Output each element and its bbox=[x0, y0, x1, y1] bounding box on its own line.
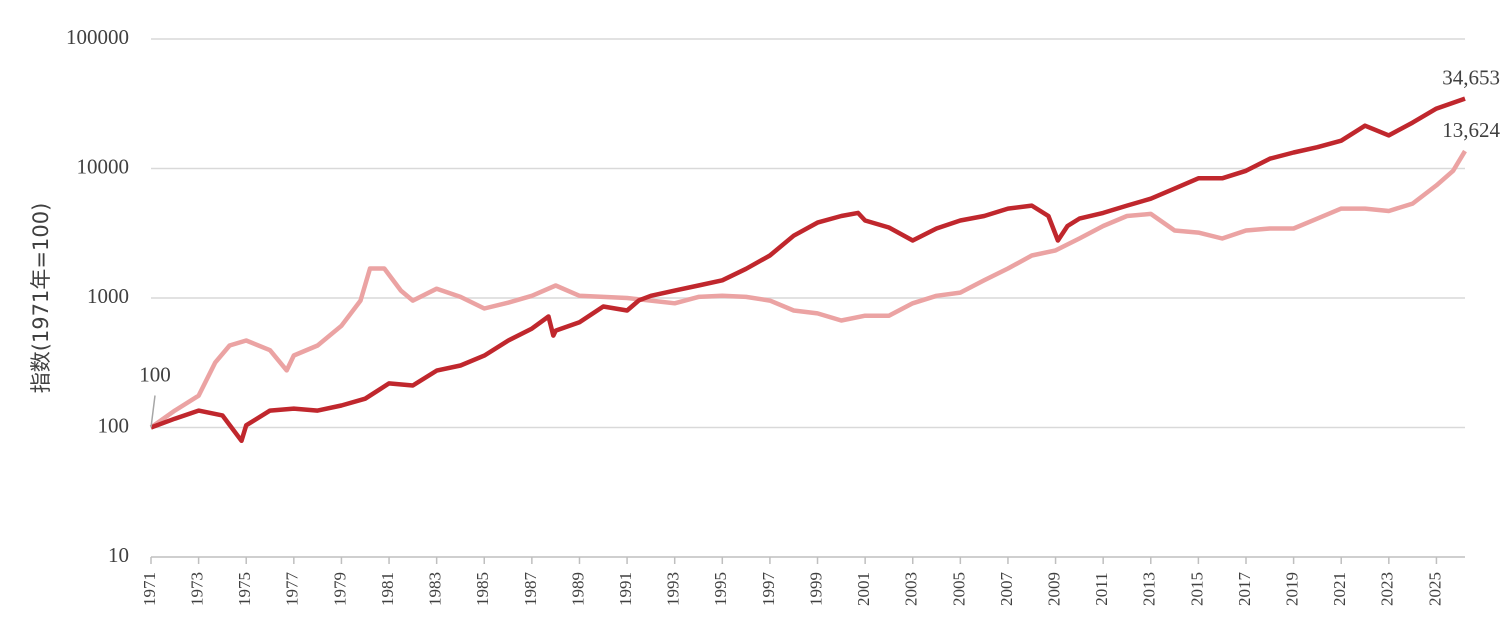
x-tick-label: 1985 bbox=[473, 572, 492, 606]
x-tick-label: 1993 bbox=[664, 572, 683, 606]
x-tick-label: 1997 bbox=[759, 572, 778, 607]
x-tick-label: 1989 bbox=[568, 572, 587, 606]
x-tick-label: 2023 bbox=[1378, 572, 1397, 606]
x-tick-label: 2005 bbox=[949, 572, 968, 606]
x-tick-label: 2003 bbox=[902, 572, 921, 606]
x-tick-label: 1987 bbox=[521, 572, 540, 607]
x-tick-label: 2001 bbox=[854, 572, 873, 606]
x-tick-label: 1991 bbox=[616, 572, 635, 606]
annotation: 34,653 bbox=[1442, 66, 1500, 90]
annotation-leader bbox=[150, 395, 156, 428]
y-tick-label: 100000 bbox=[66, 25, 129, 49]
x-tick-label: 1973 bbox=[188, 572, 207, 606]
x-tick-label: 2019 bbox=[1283, 572, 1302, 606]
y-tick-label: 10 bbox=[108, 543, 129, 567]
x-tick-label: 2007 bbox=[997, 572, 1016, 607]
annotation: 100 bbox=[139, 363, 171, 387]
x-tick-label: 1975 bbox=[235, 572, 254, 606]
x-tick-label: 1977 bbox=[283, 572, 302, 607]
x-tick-label: 2021 bbox=[1330, 572, 1349, 606]
x-tick-label: 1983 bbox=[426, 572, 445, 606]
x-tick-label: 1999 bbox=[806, 572, 825, 606]
x-tick-label: 1981 bbox=[378, 572, 397, 606]
y-tick-label: 1000 bbox=[87, 284, 129, 308]
y-axis-label: 指数(1971年=100) bbox=[29, 203, 53, 394]
x-tick-label: 2011 bbox=[1092, 572, 1111, 605]
x-tick-label: 2013 bbox=[1140, 572, 1159, 606]
x-tick-label: 2017 bbox=[1235, 572, 1254, 607]
x-tick-label: 1979 bbox=[330, 572, 349, 606]
x-tick-label: 2025 bbox=[1425, 572, 1444, 606]
y-tick-label: 10000 bbox=[77, 154, 130, 178]
series-line bbox=[150, 96, 1466, 444]
x-tick-label: 1995 bbox=[711, 572, 730, 606]
y-tick-label: 100 bbox=[98, 413, 130, 437]
x-tick-label: 2015 bbox=[1187, 572, 1206, 606]
x-tick-label: 2009 bbox=[1044, 572, 1063, 606]
series-line bbox=[149, 149, 1467, 430]
annotation: 13,624 bbox=[1442, 118, 1500, 142]
x-tick-label: 1971 bbox=[140, 572, 159, 606]
